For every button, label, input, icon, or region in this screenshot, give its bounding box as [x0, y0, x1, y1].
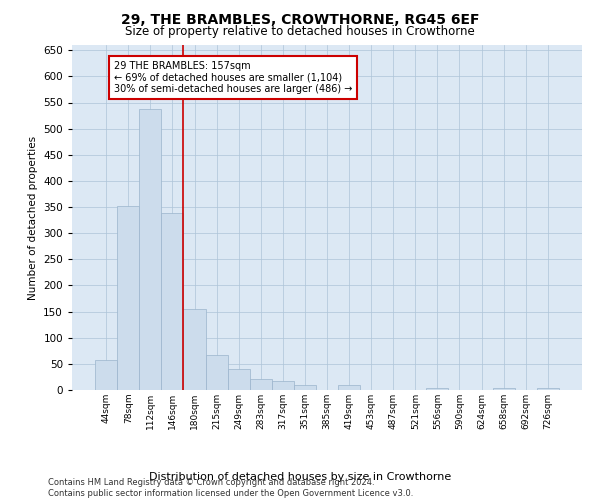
Bar	[493, 388, 515, 390]
Bar	[206, 355, 227, 390]
Bar	[427, 388, 448, 390]
Bar	[338, 386, 360, 390]
Text: Contains HM Land Registry data © Crown copyright and database right 2024.
Contai: Contains HM Land Registry data © Crown c…	[48, 478, 413, 498]
Bar	[227, 369, 250, 390]
Bar	[294, 386, 316, 390]
Bar	[139, 109, 161, 390]
Bar	[184, 309, 206, 390]
Text: Distribution of detached houses by size in Crowthorne: Distribution of detached houses by size …	[149, 472, 451, 482]
Text: Size of property relative to detached houses in Crowthorne: Size of property relative to detached ho…	[125, 25, 475, 38]
Bar	[117, 206, 139, 390]
Text: 29, THE BRAMBLES, CROWTHORNE, RG45 6EF: 29, THE BRAMBLES, CROWTHORNE, RG45 6EF	[121, 12, 479, 26]
Y-axis label: Number of detached properties: Number of detached properties	[28, 136, 38, 300]
Bar	[95, 360, 117, 390]
Bar	[161, 214, 184, 390]
Bar	[537, 388, 559, 390]
Text: 29 THE BRAMBLES: 157sqm
← 69% of detached houses are smaller (1,104)
30% of semi: 29 THE BRAMBLES: 157sqm ← 69% of detache…	[114, 60, 352, 94]
Bar	[250, 378, 272, 390]
Bar	[272, 381, 294, 390]
